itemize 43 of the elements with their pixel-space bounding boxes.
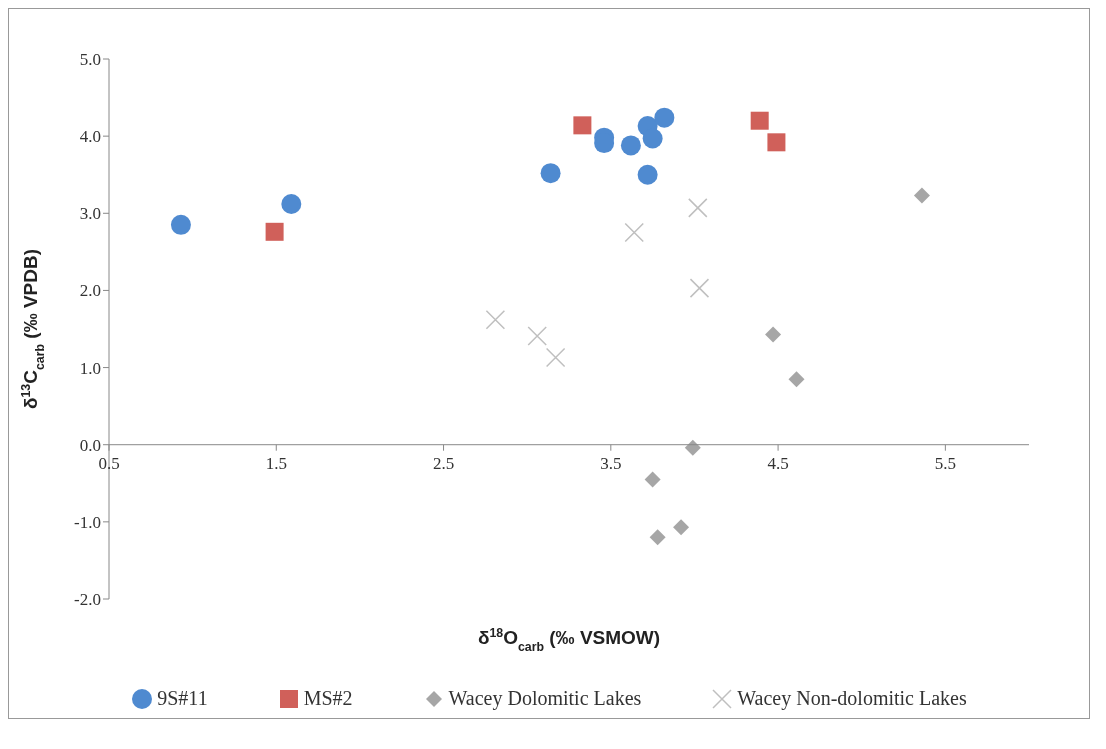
point — [788, 371, 805, 388]
point — [750, 111, 769, 130]
y-tick-label: 2.0 — [79, 281, 101, 301]
y-tick-label: 0.0 — [79, 435, 101, 455]
x-axis-title: δ$^{18}$O$_{carb}$ (‰ VSMOW) — [477, 626, 661, 654]
x-tick-label: 2.5 — [432, 453, 455, 473]
legend-label: Wacey Non-dolomitic Lakes — [737, 687, 967, 710]
point — [913, 187, 930, 204]
point — [485, 309, 506, 330]
x-tick-label: 3.5 — [600, 453, 622, 473]
point — [170, 214, 191, 235]
x-tick-label: 4.5 — [767, 453, 789, 473]
point — [684, 439, 701, 456]
point — [573, 116, 592, 135]
x-tick-label: 5.5 — [934, 453, 956, 473]
x-tick-label: 1.5 — [265, 453, 287, 473]
point — [767, 133, 786, 152]
y-tick-label: 3.0 — [79, 204, 101, 224]
point — [540, 163, 561, 184]
y-tick-label: 1.0 — [79, 358, 101, 378]
point — [644, 471, 661, 488]
y-tick-label: 4.0 — [79, 127, 101, 147]
point — [620, 135, 641, 156]
y-tick-label: -2.0 — [74, 590, 101, 610]
point — [649, 529, 666, 546]
point — [527, 326, 547, 346]
x-tick-label: 0.5 — [98, 453, 120, 473]
point — [281, 194, 302, 215]
point — [689, 278, 710, 298]
y-tick-label: -1.0 — [74, 512, 101, 532]
legend-label: 9S#11 — [157, 687, 208, 710]
point — [765, 326, 782, 343]
legend-label: Wacey Dolomitic Lakes — [448, 687, 642, 710]
point — [642, 128, 663, 149]
point — [545, 347, 566, 368]
point — [265, 222, 284, 241]
y-tick-label: 5.0 — [79, 50, 101, 70]
point — [637, 164, 658, 185]
point — [654, 107, 675, 128]
point — [688, 198, 708, 218]
point — [673, 519, 690, 536]
point — [624, 222, 644, 243]
legend-label: MS#2 — [303, 687, 353, 710]
